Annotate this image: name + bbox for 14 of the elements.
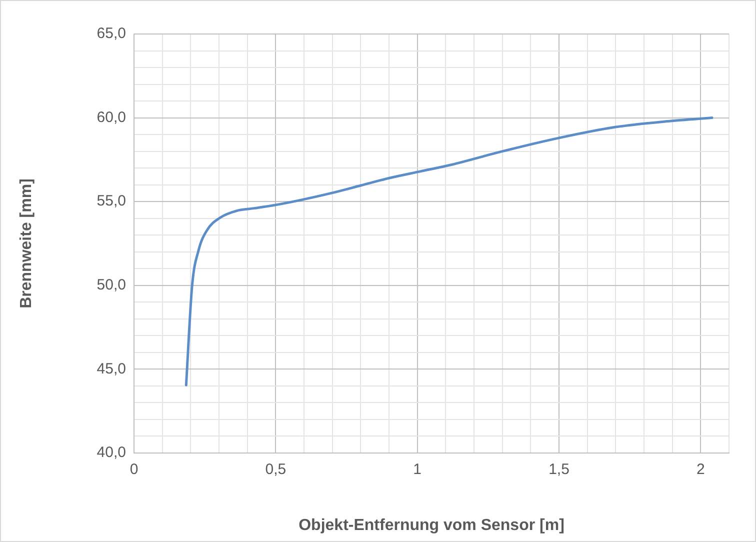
x-tick-label: 0,5 <box>265 461 286 478</box>
x-tick-label: 1 <box>413 461 422 478</box>
y-tick-label: 45,0 <box>96 360 126 378</box>
line-series <box>184 116 714 386</box>
y-tick-label: 60,0 <box>96 108 126 126</box>
x-axis-title: Objekt-Entfernung vom Sensor [m] <box>298 516 564 534</box>
y-axis-title: Brennweite [mm] <box>18 178 36 308</box>
x-tick-label: 2 <box>696 461 705 478</box>
y-tick-label: 50,0 <box>96 276 126 294</box>
x-tick-label: 1,5 <box>548 461 570 478</box>
x-tick-label: 0 <box>130 461 138 478</box>
y-tick-label: 65,0 <box>96 25 126 42</box>
y-tick-label: 40,0 <box>96 444 126 462</box>
y-tick-label: 55,0 <box>96 192 126 210</box>
